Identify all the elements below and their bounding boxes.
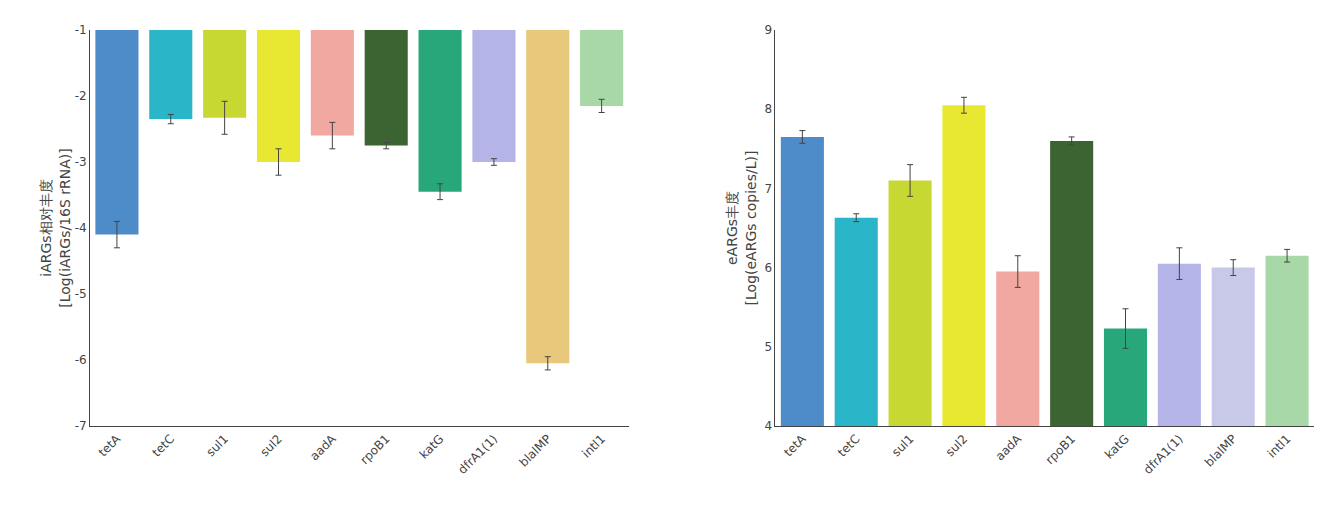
svg-text:-1: -1 (75, 23, 87, 37)
svg-text:5: 5 (764, 340, 772, 354)
svg-text:intl1: intl1 (1265, 432, 1294, 461)
svg-text:aadA: aadA (993, 431, 1025, 463)
svg-text:aadA: aadA (307, 431, 339, 463)
svg-text:blalMP: blalMP (1202, 432, 1240, 470)
svg-text:8: 8 (764, 102, 772, 116)
svg-text:iARGs相对丰度[Log(iARGs/16S rRNA)]: iARGs相对丰度[Log(iARGs/16S rRNA)] (38, 148, 72, 308)
svg-text:-7: -7 (75, 419, 87, 433)
svg-text:eARGs丰度[Log(eARGs copies/L)]: eARGs丰度[Log(eARGs copies/L)] (724, 151, 758, 306)
svg-text:sul2: sul2 (257, 432, 284, 459)
svg-text:-4: -4 (75, 221, 87, 235)
svg-text:dfrA1(1): dfrA1(1) (1141, 432, 1186, 477)
svg-text:dfrA1(1): dfrA1(1) (455, 432, 500, 477)
svg-text:-2: -2 (75, 89, 87, 103)
svg-text:tetC: tetC (149, 432, 177, 460)
svg-text:-6: -6 (75, 353, 87, 367)
svg-text:tetA: tetA (96, 431, 124, 459)
svg-text:-3: -3 (75, 155, 87, 169)
svg-text:katG: katG (417, 432, 447, 462)
svg-text:sul2: sul2 (943, 432, 970, 459)
svg-text:rpoB1: rpoB1 (1043, 432, 1078, 467)
svg-text:rpoB1: rpoB1 (357, 432, 392, 467)
svg-text:blalMP: blalMP (517, 432, 555, 470)
svg-text:sul1: sul1 (204, 432, 231, 459)
svg-text:9: 9 (764, 23, 772, 37)
svg-text:katG: katG (1102, 432, 1132, 462)
svg-text:sul1: sul1 (889, 432, 916, 459)
svg-text:tetA: tetA (781, 431, 809, 459)
svg-text:6: 6 (764, 261, 772, 275)
svg-text:4: 4 (764, 419, 772, 433)
svg-text:intl1: intl1 (579, 432, 608, 461)
svg-text:-5: -5 (75, 287, 87, 301)
svg-text:7: 7 (764, 182, 772, 196)
svg-text:tetC: tetC (835, 432, 863, 460)
